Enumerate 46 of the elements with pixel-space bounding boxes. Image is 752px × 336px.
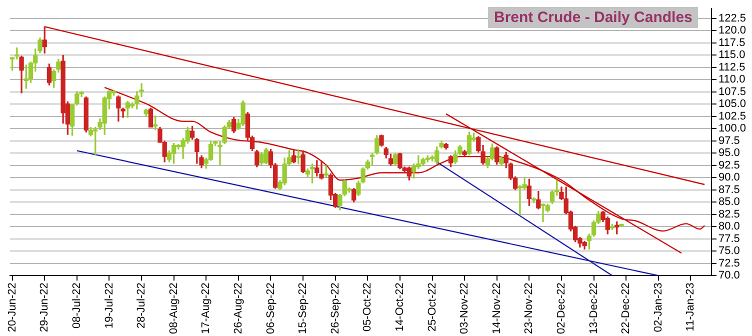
x-tick-label: 29-Jun-22 — [38, 282, 51, 332]
x-tick-label: 02-Jan-23 — [652, 282, 664, 332]
x-tick-label: 05-Oct-22 — [362, 282, 374, 332]
y-tick-label: 105.0 — [718, 98, 746, 110]
y-tick-label: 87.5 — [718, 184, 740, 196]
x-tick-label: 02-Dec-22 — [556, 282, 568, 334]
x-tick-label: 14-Oct-22 — [394, 282, 406, 332]
x-tick-label: 25-Oct-22 — [426, 282, 438, 332]
y-tick-label: 92.5 — [718, 159, 740, 172]
x-tick-label: 26-Aug-22 — [232, 282, 244, 334]
x-tick-label: 08-Aug-22 — [168, 282, 180, 334]
y-tick-label: 102.5 — [718, 110, 746, 122]
x-tick-label: 26-Sep-22 — [329, 282, 342, 334]
x-tick-label: 23-Nov-22 — [523, 282, 536, 334]
x-tick-label: 17-Aug-22 — [200, 282, 212, 334]
candlestick — [296, 149, 301, 164]
x-tick-label: 11-Jan-23 — [684, 282, 697, 332]
x-tick-label: 28-Jul-22 — [136, 282, 148, 328]
y-tick-label: 72.5 — [718, 257, 740, 270]
x-tick-label: 22-Dec-22 — [620, 282, 632, 334]
chart-title: Brent Crude - Daily Candles — [488, 7, 698, 28]
y-tick-label: 112.5 — [718, 61, 746, 74]
y-tick-label: 85.0 — [718, 196, 740, 208]
x-tick-label: 15-Sep-22 — [297, 282, 310, 334]
y-tick-label: 80.0 — [718, 220, 740, 233]
y-tick-label: 120.0 — [718, 24, 746, 37]
y-tick-label: 110.0 — [718, 74, 746, 86]
y-tick-label: 117.5 — [718, 36, 746, 49]
y-tick-label: 70.0 — [718, 270, 740, 282]
x-tick-label: 19-Jul-22 — [103, 282, 116, 328]
y-tick-label: 82.5 — [718, 208, 740, 220]
y-tick-label: 107.5 — [718, 86, 746, 98]
y-tick-label: 115.0 — [718, 49, 746, 62]
x-tick-label: 08-Jul-22 — [70, 282, 83, 328]
y-tick-label: 90.0 — [718, 172, 740, 184]
x-tick-label: 03-Nov-22 — [458, 282, 471, 334]
y-tick-label: 122.5 — [718, 12, 746, 24]
y-tick-label: 100.0 — [718, 122, 746, 135]
y-tick-label: 77.5 — [718, 232, 740, 245]
y-tick-label: 75.0 — [718, 245, 740, 258]
x-tick-label: 13-Dec-22 — [588, 282, 600, 334]
x-tick-label: 14-Nov-22 — [490, 282, 503, 334]
y-tick-label: 95.0 — [718, 147, 740, 160]
x-tick-label: 06-Sep-22 — [264, 282, 277, 334]
y-tick-label: 97.5 — [718, 134, 740, 147]
x-tick-label: 20-Jun-22 — [6, 282, 18, 332]
